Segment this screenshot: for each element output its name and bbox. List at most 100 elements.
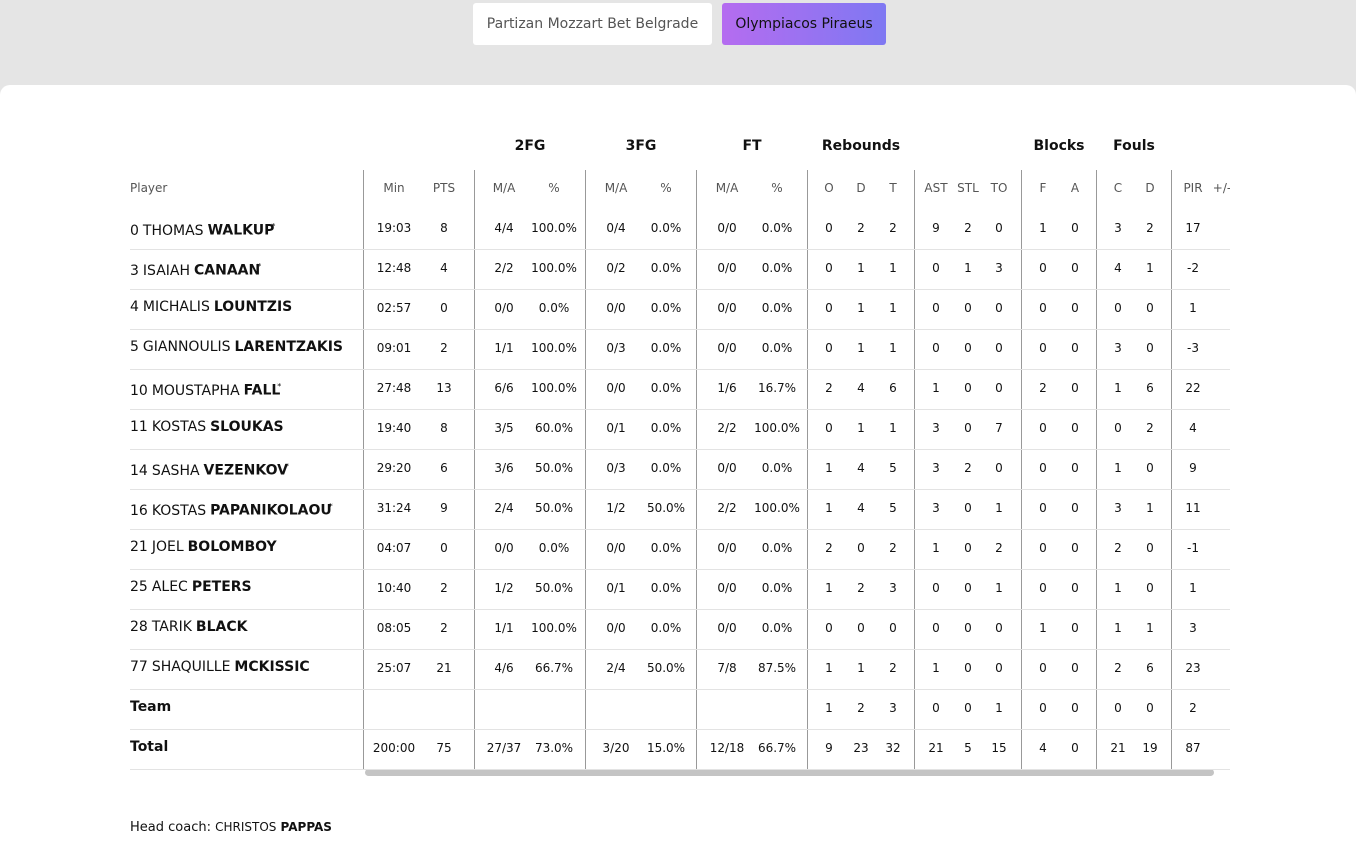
stat-cell: 5 (964, 741, 972, 755)
stat-cell: 9 (1189, 461, 1197, 475)
stat-cell: 0 (1114, 301, 1122, 315)
stat-cell: 19:40 (376, 421, 412, 435)
stat-cell: 0 (995, 341, 1003, 355)
stat-cell: 2 (889, 221, 897, 235)
player-cell: Team (130, 697, 171, 717)
player-number: 11 (130, 419, 148, 435)
group-header: Blocks (1033, 138, 1085, 154)
stat-cell: 100.0% (531, 341, 577, 355)
stat-cell: 1 (1146, 501, 1154, 515)
stat-cell: 5 (889, 461, 897, 475)
stat-cell: 0 (1039, 501, 1047, 515)
stat-cell: 0/0 (494, 301, 514, 315)
team-tab[interactable]: Partizan Mozzart Bet Belgrade (473, 3, 712, 45)
stat-cell: 0.0% (650, 341, 682, 355)
stat-cell: 0 (1071, 701, 1079, 715)
stat-cell: 66.7% (757, 741, 797, 755)
stat-cell: 100.0% (531, 621, 577, 635)
stat-cell: 0 (964, 621, 972, 635)
stat-cell: 4 (1039, 741, 1047, 755)
player-cell: 21 JOEL BOLOMBOY (130, 537, 277, 557)
stat-cell: 1/2 (606, 501, 626, 515)
stat-cell: 0 (440, 301, 448, 315)
stat-cell: 12:48 (376, 261, 412, 275)
player-number: 0 (130, 222, 139, 239)
stat-cell: 0 (1071, 661, 1079, 675)
stat-cell: 1/6 (717, 381, 737, 395)
stat-cell: 21 (1110, 741, 1126, 755)
stat-cell: 0.0% (761, 341, 793, 355)
stat-cell: 0.0% (761, 621, 793, 635)
stat-cell: 2 (440, 621, 448, 635)
column-divider (363, 170, 364, 770)
player-last-name: WALKUP (207, 222, 275, 239)
stat-cell: 0/1 (606, 421, 626, 435)
stat-cell: 2 (440, 581, 448, 595)
stat-cell: 1 (857, 421, 865, 435)
stat-cell: 1 (995, 701, 1003, 715)
column-header: M/A (715, 181, 739, 195)
stat-cell: 87 (1185, 741, 1201, 755)
stat-cell: 2/4 (606, 661, 626, 675)
column-header: O (824, 181, 834, 195)
stat-cell: 31:24 (376, 501, 412, 515)
stat-cell: 2/4 (494, 501, 514, 515)
column-divider (1171, 170, 1172, 770)
stat-cell: 0.0% (650, 221, 682, 235)
stat-cell: -1 (1187, 541, 1199, 555)
stat-cell: 0 (964, 381, 972, 395)
stat-cell: 4 (440, 261, 448, 275)
row-divider (130, 569, 1230, 570)
player-last-name: VEZENKOV (203, 462, 288, 479)
stat-cell: 1 (932, 541, 940, 555)
stat-cell: 2 (857, 581, 865, 595)
starter-mark: * (257, 262, 262, 271)
stat-cell: 0 (1146, 341, 1154, 355)
stat-cell: 0 (932, 621, 940, 635)
stat-cell: 0.0% (761, 301, 793, 315)
group-header: 3FG (625, 138, 657, 154)
stat-cell: 0 (1039, 661, 1047, 675)
stat-cell: 0 (1071, 341, 1079, 355)
row-divider (130, 729, 1230, 730)
stat-cell: 0 (995, 621, 1003, 635)
stat-cell: 0 (825, 621, 833, 635)
stat-cell: 100.0% (754, 421, 800, 435)
group-header: FT (742, 138, 762, 154)
stat-cell: 2 (440, 341, 448, 355)
stat-cell: 0.0% (538, 541, 570, 555)
stat-cell: 19:03 (376, 221, 412, 235)
player-first-name: KOSTAS (151, 419, 207, 435)
starter-mark: * (277, 382, 282, 391)
player-first-name: MICHALIS (142, 299, 210, 315)
player-first-name: ALEC (151, 579, 188, 595)
stat-cell: 0 (1146, 301, 1154, 315)
stat-cell: 0 (964, 661, 972, 675)
stat-cell: 0 (995, 221, 1003, 235)
stat-cell: 0 (1146, 461, 1154, 475)
stat-cell: 9 (825, 741, 833, 755)
stat-cell: 2 (889, 541, 897, 555)
player-cell: 16 KOSTAS PAPANIKOLAOU* (130, 497, 333, 521)
stat-cell: 0/0 (717, 221, 737, 235)
scrollbar[interactable] (365, 769, 1214, 776)
stat-cell: 0 (1039, 541, 1047, 555)
stat-cell: 3 (1114, 341, 1122, 355)
stat-cell: 1 (1146, 261, 1154, 275)
stat-cell: 0.0% (761, 541, 793, 555)
box-score-table: 2FG 3FG FT Rebounds Blocks Fouls Player Min PTS M… (130, 138, 1230, 776)
stat-cell: 2 (825, 381, 833, 395)
stat-cell: 2/2 (494, 261, 514, 275)
stat-cell: 25:07 (376, 661, 412, 675)
stat-cell: 1 (1189, 581, 1197, 595)
team-tab-active[interactable]: Olympiacos Piraeus (722, 3, 886, 45)
stat-cell: 4 (1189, 421, 1197, 435)
stat-cell: 1 (889, 261, 897, 275)
stat-cell: 1 (932, 661, 940, 675)
column-header: % (771, 181, 783, 195)
stat-cell: 1 (1039, 221, 1047, 235)
coach-label: Head coach: (130, 820, 211, 835)
stat-cell: 2 (1146, 221, 1154, 235)
stat-cell: 50.0% (534, 581, 574, 595)
player-number: 21 (130, 539, 148, 555)
